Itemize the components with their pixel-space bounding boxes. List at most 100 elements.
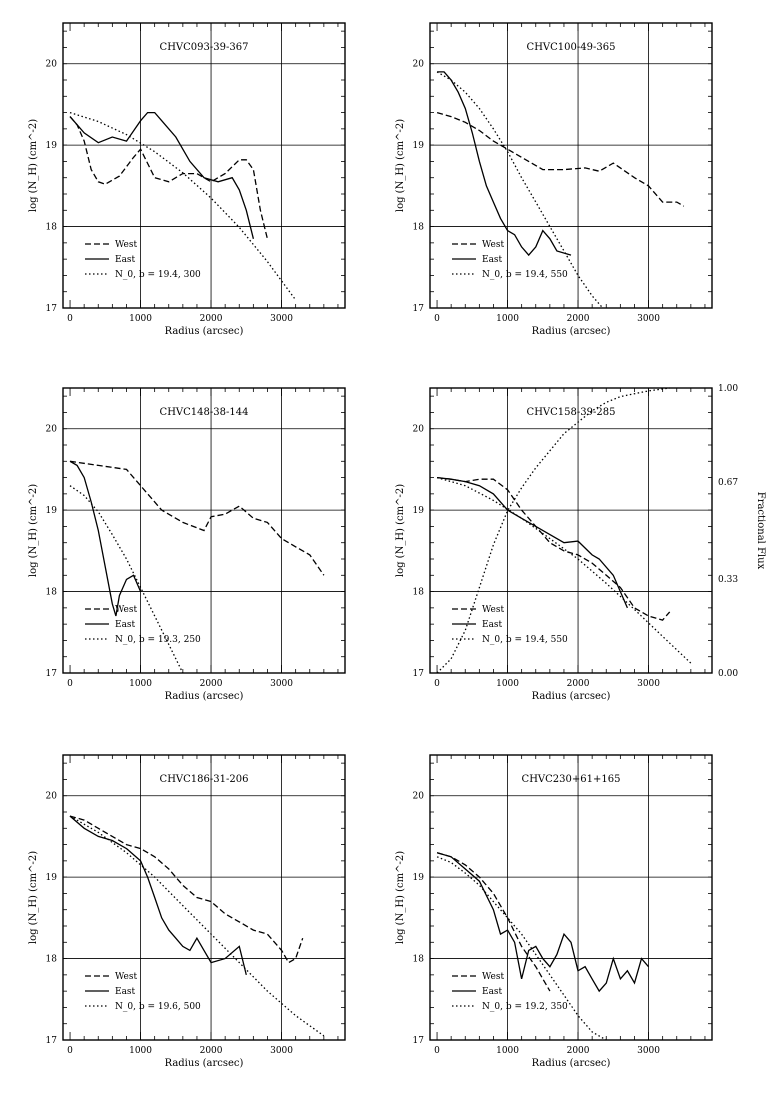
- chart-panel: 0 1000 2000 3000 17 18 19 20 0.00 0.33 0.67 1.00 Fra…: [395, 384, 766, 702]
- series-line-n-0: [436, 856, 607, 1041]
- y-tick-label: 20: [413, 792, 425, 802]
- y-tick-label: 18: [46, 223, 58, 233]
- y-tick-label: 17: [46, 1036, 58, 1046]
- x-tick-label: 1000: [496, 314, 519, 324]
- x-tick-label: 3000: [270, 314, 293, 324]
- x-tick-label: 2000: [200, 679, 223, 689]
- y-tick-label: 19: [46, 141, 58, 151]
- y-tick-label: 17: [413, 1036, 425, 1046]
- y-tick-label: 18: [46, 588, 58, 598]
- legend-label: West: [115, 605, 137, 615]
- y2-tick-label: 0.33: [718, 575, 738, 585]
- x-tick-label: 0: [434, 1046, 440, 1056]
- series-line-n-0: [69, 815, 325, 1037]
- x-axis-label: Radius (arcsec): [532, 1058, 611, 1069]
- y-tick-label: 17: [46, 669, 58, 679]
- y-tick-label: 20: [46, 792, 58, 802]
- chart-panel: 0 1000 2000 3000 17 18 19 20 CHVC186-31-206 Radiu…: [28, 754, 346, 1069]
- x-tick-label: 0: [67, 314, 73, 324]
- y-axis-label: log (N_H) (cm^-2): [395, 484, 406, 577]
- series-line-east: [436, 852, 649, 993]
- x-tick-label: 3000: [270, 679, 293, 689]
- series-line-east: [69, 111, 255, 239]
- x-tick-label: 0: [434, 679, 440, 689]
- y-axis-label: log (N_H) (cm^-2): [28, 484, 39, 577]
- legend-label: East: [115, 620, 136, 630]
- x-tick-label: 3000: [637, 679, 660, 689]
- y-tick-label: 19: [413, 141, 425, 151]
- x-tick-label: 2000: [200, 314, 223, 324]
- series-line-west: [69, 815, 304, 964]
- x-axis-label: Radius (arcsec): [532, 326, 611, 337]
- legend-label: N_0, b = 19.2, 350: [482, 1002, 568, 1012]
- x-tick-label: 3000: [637, 314, 660, 324]
- y-tick-label: 17: [413, 304, 425, 314]
- legend-label: East: [115, 255, 136, 265]
- y-tick-label: 18: [413, 223, 425, 233]
- y-tick-label: 17: [413, 669, 425, 679]
- legend-label: N_0, b = 19.4, 550: [482, 635, 568, 645]
- x-tick-label: 2000: [567, 314, 590, 324]
- y-tick-label: 20: [413, 60, 425, 70]
- series-line-west: [436, 852, 551, 992]
- chart-title: CHVC100-49-365: [527, 42, 616, 53]
- x-tick-label: 1000: [496, 679, 519, 689]
- x-axis-label: Radius (arcsec): [165, 691, 244, 702]
- legend-label: West: [115, 240, 137, 250]
- chart-title: CHVC158-39-285: [527, 407, 616, 418]
- x-tick-label: 3000: [270, 1046, 293, 1056]
- legend-label: N_0, b = 19.4, 550: [482, 270, 568, 280]
- plot-frame: [429, 387, 713, 674]
- series-line-n-0: [69, 111, 297, 301]
- series-line-east: [69, 815, 247, 976]
- series-line-fractional-flux: [436, 387, 670, 674]
- x-tick-label: 1000: [129, 1046, 152, 1056]
- y2-tick-label: 0.67: [718, 478, 738, 488]
- chart-title: CHVC230+61+165: [522, 774, 621, 785]
- series-line-west: [436, 111, 685, 207]
- legend-label: West: [482, 240, 504, 250]
- legend-label: West: [482, 605, 504, 615]
- chart-panel: 0 1000 2000 3000 17 18 19 20 CHVC093-39-367 Radiu…: [28, 22, 346, 337]
- y-tick-label: 20: [46, 60, 58, 70]
- y-axis-label: log (N_H) (cm^-2): [395, 119, 406, 212]
- y-axis-label: log (N_H) (cm^-2): [395, 851, 406, 944]
- legend-label: East: [115, 987, 136, 997]
- y-tick-label: 20: [413, 425, 425, 435]
- series-line-east: [437, 476, 628, 609]
- chart-panel: 0 1000 2000 3000 17 18 19 20 CHVC100-49-365 Radiu…: [395, 22, 713, 337]
- y-tick-label: 19: [46, 873, 58, 883]
- legend-label: N_0, b = 19.6, 500: [115, 1002, 201, 1012]
- x-tick-label: 0: [67, 1046, 73, 1056]
- legend-label: West: [115, 972, 137, 982]
- chart-panel: 0 1000 2000 3000 17 18 19 20 CHVC148-38-144 Radiu…: [28, 387, 346, 702]
- series-line-n-0: [69, 485, 184, 674]
- x-tick-label: 3000: [637, 1046, 660, 1056]
- series-line-east: [437, 71, 572, 257]
- series-line-west: [69, 116, 269, 239]
- y-tick-label: 19: [413, 506, 425, 516]
- chart-panel: 0 1000 2000 3000 17 18 19 20 CHVC230+61+165 Radiu…: [395, 754, 713, 1069]
- y-tick-label: 20: [46, 425, 58, 435]
- legend-label: East: [482, 255, 503, 265]
- legend-label: East: [482, 620, 503, 630]
- x-tick-label: 1000: [496, 1046, 519, 1056]
- chart-title: CHVC186-31-206: [160, 774, 249, 785]
- x-tick-label: 2000: [567, 1046, 590, 1056]
- series-line-west: [437, 476, 671, 621]
- plot-frame: [429, 754, 713, 1041]
- x-axis-label: Radius (arcsec): [165, 1058, 244, 1069]
- y-tick-label: 18: [413, 955, 425, 965]
- plot-frame: [62, 387, 346, 674]
- chart-title: CHVC093-39-367: [160, 42, 249, 53]
- y2-tick-label: 0.00: [718, 669, 738, 679]
- x-tick-label: 2000: [200, 1046, 223, 1056]
- series-line-n-0: [436, 476, 692, 664]
- y-axis-label: log (N_H) (cm^-2): [28, 119, 39, 212]
- x-tick-label: 0: [67, 679, 73, 689]
- y-tick-label: 17: [46, 304, 58, 314]
- series-line-west: [69, 460, 325, 576]
- legend-label: N_0, b = 19.3, 250: [115, 635, 201, 645]
- y-tick-label: 18: [413, 588, 425, 598]
